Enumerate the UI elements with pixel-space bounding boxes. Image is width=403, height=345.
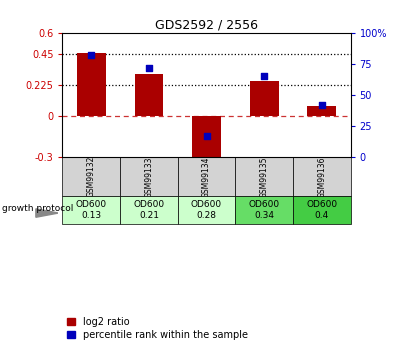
Text: OD600
0.28: OD600 0.28 [191,200,222,220]
Bar [250,81,278,116]
Bar [77,53,106,116]
Text: GSM99134: GSM99134 [202,156,211,197]
Bar [235,157,293,196]
Bar [62,196,120,224]
Bar [62,157,120,196]
Bar [120,157,178,196]
Point [146,65,152,70]
Bar [293,196,351,224]
Title: GDS2592 / 2556: GDS2592 / 2556 [155,19,258,32]
Text: OD600
0.34: OD600 0.34 [249,200,280,220]
Text: growth protocol: growth protocol [2,204,73,213]
Bar [135,74,163,116]
Text: OD600
0.21: OD600 0.21 [133,200,164,220]
Text: OD600
0.4: OD600 0.4 [306,200,337,220]
Bar [192,116,221,165]
Point [261,73,268,79]
Text: GSM99135: GSM99135 [260,156,269,197]
Bar [178,157,235,196]
Legend: log2 ratio, percentile rank within the sample: log2 ratio, percentile rank within the s… [67,317,248,340]
Point [88,52,94,58]
Text: OD600
0.13: OD600 0.13 [76,200,107,220]
Bar [293,157,351,196]
Point [319,102,325,108]
Polygon shape [36,209,58,217]
Point [204,134,210,139]
Bar [235,196,293,224]
Bar [120,196,178,224]
Text: GSM99132: GSM99132 [87,156,96,197]
Text: GSM99136: GSM99136 [317,156,326,197]
Bar [178,196,235,224]
Text: GSM99133: GSM99133 [144,156,154,197]
Bar [307,106,336,116]
